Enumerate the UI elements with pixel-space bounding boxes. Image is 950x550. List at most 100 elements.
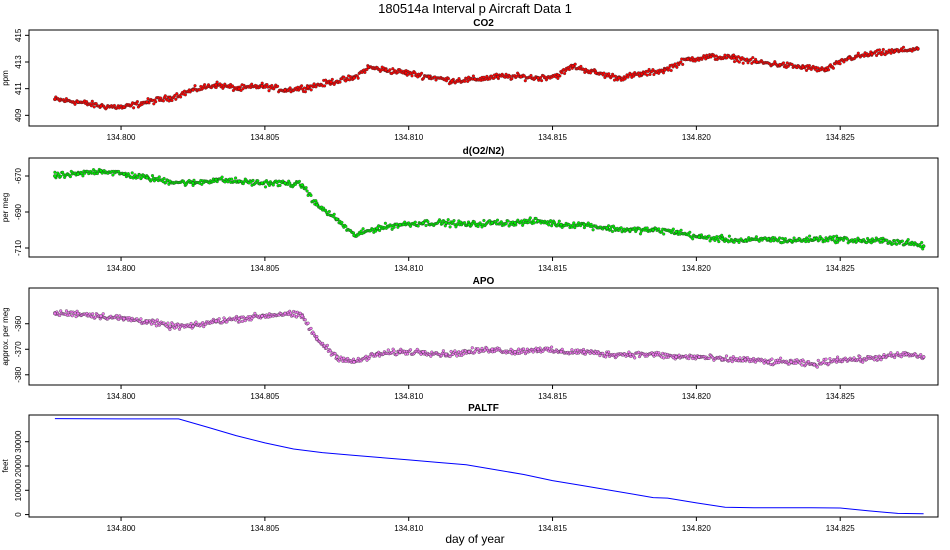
data-point-apo xyxy=(283,311,287,316)
data-point-apo xyxy=(303,318,307,322)
data-point-apo xyxy=(605,352,610,357)
data-point-do2n2 xyxy=(610,229,615,234)
data-point-do2n2 xyxy=(263,185,268,189)
data-point-apo xyxy=(260,314,264,318)
data-point-apo xyxy=(637,350,641,354)
data-point-do2n2 xyxy=(237,179,241,184)
data-point-do2n2 xyxy=(334,217,339,221)
data-point-apo xyxy=(194,320,198,324)
data-point-co2 xyxy=(90,99,94,103)
y-tick-label-apo: -360 xyxy=(14,315,23,332)
data-point-co2 xyxy=(616,76,621,80)
data-point-co2 xyxy=(645,73,649,77)
data-point-apo xyxy=(893,355,897,360)
data-point-do2n2 xyxy=(361,227,365,231)
data-point-co2 xyxy=(388,68,392,72)
data-point-co2 xyxy=(732,60,737,64)
data-point-do2n2 xyxy=(256,179,260,183)
data-point-apo xyxy=(674,355,679,359)
data-point-do2n2 xyxy=(657,227,661,231)
data-point-co2 xyxy=(175,92,179,96)
data-point-do2n2 xyxy=(812,237,817,241)
data-point-co2 xyxy=(827,68,831,72)
x-tick-label-do2n2: 134.810 xyxy=(394,264,423,273)
data-point-apo xyxy=(812,362,817,367)
data-point-co2 xyxy=(807,64,811,68)
data-point-co2 xyxy=(781,61,786,65)
data-point-co2 xyxy=(567,67,571,72)
data-point-do2n2 xyxy=(81,174,85,178)
x-tick-label-co2: 134.800 xyxy=(107,133,136,142)
data-point-do2n2 xyxy=(162,176,166,181)
data-point-do2n2 xyxy=(251,178,255,182)
data-point-do2n2 xyxy=(835,234,839,238)
data-point-do2n2 xyxy=(619,226,623,230)
data-point-apo xyxy=(214,319,218,324)
data-point-apo xyxy=(145,319,149,324)
data-point-co2 xyxy=(556,76,560,80)
series-points-co2 xyxy=(53,45,920,111)
data-point-co2 xyxy=(135,100,139,104)
data-point-co2 xyxy=(306,85,310,90)
data-point-co2 xyxy=(283,88,287,92)
data-point-co2 xyxy=(639,72,644,76)
data-point-apo xyxy=(444,352,448,357)
series-points-do2n2 xyxy=(53,167,926,251)
data-point-apo xyxy=(398,349,402,354)
plot-frame-paltf xyxy=(28,414,939,518)
data-point-do2n2 xyxy=(506,219,510,223)
data-point-do2n2 xyxy=(557,219,561,223)
data-point-apo xyxy=(800,363,804,367)
data-point-apo xyxy=(921,355,926,359)
data-point-co2 xyxy=(563,71,567,76)
panel-apo: APO approx. per meg 134.800 134.805 134.810 1… xyxy=(1,276,939,401)
data-point-do2n2 xyxy=(691,237,695,241)
data-point-do2n2 xyxy=(398,222,402,227)
panel-title-co2: CO2 xyxy=(473,18,494,29)
data-point-apo xyxy=(392,349,396,353)
data-point-co2 xyxy=(675,65,679,69)
y-tick-label-paltf: 20000 xyxy=(14,454,23,477)
data-point-co2 xyxy=(446,77,451,81)
data-point-co2 xyxy=(522,74,526,78)
data-point-do2n2 xyxy=(645,226,649,230)
data-point-do2n2 xyxy=(392,225,396,229)
data-point-do2n2 xyxy=(559,222,564,227)
data-point-co2 xyxy=(170,98,174,103)
data-point-co2 xyxy=(267,89,271,93)
data-point-co2 xyxy=(588,71,593,75)
data-point-co2 xyxy=(309,88,313,92)
data-point-co2 xyxy=(214,82,218,87)
data-point-do2n2 xyxy=(504,222,508,226)
data-point-co2 xyxy=(662,68,667,72)
data-point-apo xyxy=(865,358,869,362)
data-point-co2 xyxy=(593,70,598,75)
data-point-apo xyxy=(168,324,172,329)
data-point-apo xyxy=(467,349,471,354)
data-point-apo xyxy=(76,311,80,316)
data-point-apo xyxy=(687,357,691,361)
data-point-co2 xyxy=(413,71,417,75)
data-point-do2n2 xyxy=(715,235,719,239)
data-point-do2n2 xyxy=(340,220,344,225)
data-point-apo xyxy=(455,354,459,358)
plot-frame-co2 xyxy=(28,29,939,127)
data-point-do2n2 xyxy=(91,168,96,172)
y-tick-label-paltf: 0 xyxy=(14,512,23,517)
data-point-co2 xyxy=(523,79,527,83)
data-point-co2 xyxy=(657,71,661,75)
data-point-do2n2 xyxy=(832,234,836,239)
data-point-co2 xyxy=(145,100,149,104)
data-point-co2 xyxy=(323,84,327,88)
data-point-co2 xyxy=(161,99,165,103)
data-point-do2n2 xyxy=(375,226,379,230)
data-point-do2n2 xyxy=(305,189,309,193)
data-point-do2n2 xyxy=(536,219,541,223)
y-axis-label-co2: ppm xyxy=(1,70,10,86)
x-tick-label-apo: 134.800 xyxy=(107,392,136,401)
data-point-apo xyxy=(816,358,820,362)
data-point-do2n2 xyxy=(332,212,336,216)
data-point-apo xyxy=(408,348,413,352)
data-point-apo xyxy=(651,352,656,357)
plot-frame-do2n2 xyxy=(28,157,939,258)
